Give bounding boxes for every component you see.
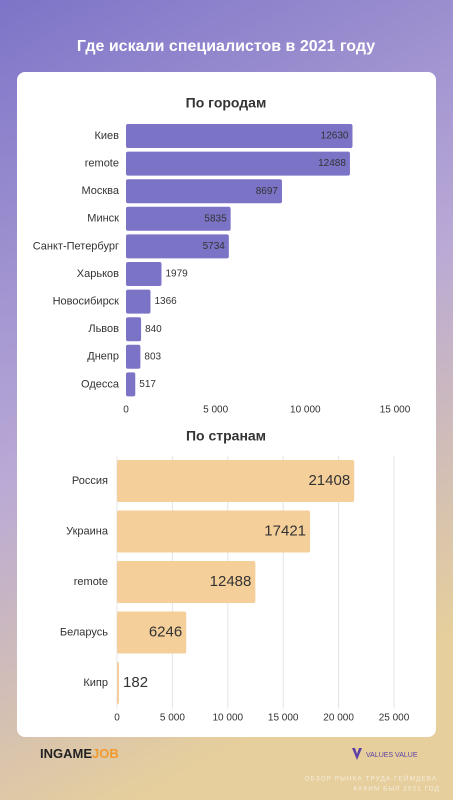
x-tick-label: 10 000	[290, 405, 321, 416]
bar	[126, 179, 282, 204]
value-label: 6246	[149, 623, 182, 640]
bar	[126, 317, 142, 342]
brand: INGAMEJOB	[40, 746, 119, 761]
caption: КАКИМ БЫЛ 2021 ГОД	[353, 786, 440, 793]
bar	[126, 206, 231, 231]
bar	[117, 561, 256, 603]
value-label: 5835	[204, 213, 227, 224]
value-label: 182	[123, 674, 148, 691]
brand-part: JOB	[92, 746, 119, 761]
x-tick-label: 0	[114, 713, 120, 724]
bar	[126, 262, 162, 286]
bar	[126, 124, 353, 148]
value-label: 1366	[154, 296, 177, 307]
bar	[126, 151, 350, 176]
value-label: 17421	[264, 522, 306, 539]
bar	[117, 460, 355, 502]
y-tick-label: Москва	[81, 185, 119, 197]
x-tick-label: 5 000	[203, 405, 228, 416]
y-tick-label: Санкт-Петербург	[33, 240, 119, 252]
x-tick-label: 0	[123, 405, 129, 416]
partner-logo	[352, 748, 362, 760]
value-label: 840	[145, 324, 162, 335]
value-label: 8697	[256, 186, 279, 197]
value-label: 1979	[165, 269, 188, 280]
x-tick-label: 15 000	[268, 713, 299, 724]
value-label: 21408	[308, 472, 350, 489]
bar	[126, 289, 151, 314]
partner: VALUES VALUE	[366, 752, 418, 759]
value-label: 517	[139, 379, 156, 390]
y-tick-label: remote	[74, 576, 108, 588]
bar	[126, 372, 136, 397]
value-label: 12630	[321, 131, 349, 142]
value-label: 12488	[210, 573, 252, 590]
value-label: 803	[144, 351, 161, 362]
bar	[117, 611, 187, 654]
y-tick-label: Россия	[72, 475, 108, 487]
x-tick-label: 5 000	[160, 713, 185, 724]
chart-title: По городам	[186, 95, 267, 111]
y-tick-label: Киев	[94, 130, 119, 142]
bar	[117, 510, 311, 553]
x-tick-label: 20 000	[323, 713, 354, 724]
y-tick-label: remote	[85, 158, 119, 170]
brand-part: INGAME	[40, 746, 92, 761]
y-tick-label: Львов	[88, 323, 119, 335]
bar	[126, 234, 229, 259]
bar	[117, 662, 120, 704]
value-label: 5734	[203, 241, 226, 252]
y-tick-label: Беларусь	[60, 626, 108, 638]
caption: ОБЗОР РЫНКА ТРУДА ГЕЙМДЕВА:	[305, 774, 441, 783]
x-tick-label: 10 000	[213, 713, 244, 724]
page-title: Где искали специалистов в 2021 году	[77, 38, 375, 55]
y-tick-label: Украина	[66, 525, 109, 537]
x-tick-label: 25 000	[379, 713, 410, 724]
y-tick-label: Новосибирск	[53, 296, 120, 308]
y-tick-label: Харьков	[77, 268, 119, 280]
chart-title: По странам	[186, 428, 266, 444]
y-tick-label: Минск	[87, 213, 119, 225]
x-tick-label: 15 000	[380, 405, 411, 416]
y-tick-label: Кипр	[83, 677, 108, 689]
value-label: 12488	[318, 158, 346, 169]
bar	[126, 344, 141, 369]
y-tick-label: Одесса	[81, 378, 120, 390]
y-tick-label: Днепр	[87, 351, 119, 363]
